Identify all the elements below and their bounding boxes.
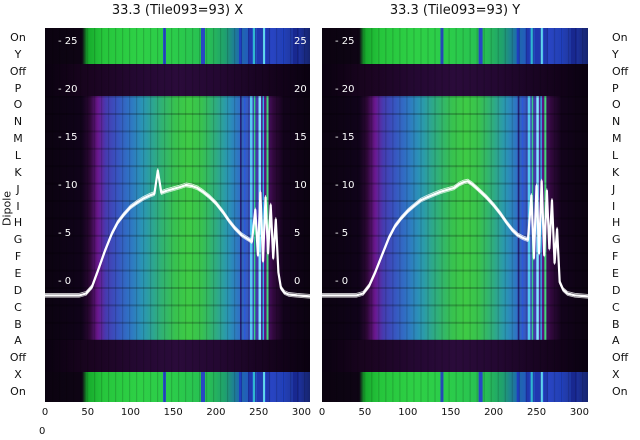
row-label-left: On: [10, 385, 26, 399]
row-label-right: A: [612, 334, 620, 348]
row-label-left: N: [13, 115, 23, 129]
row-label-right: F: [612, 250, 619, 264]
row-label-left: H: [13, 216, 23, 230]
y-tick-label-right: 25: [294, 36, 307, 47]
row-label-left: F: [14, 250, 22, 264]
row-label-left: M: [13, 132, 23, 146]
row-label-right: Off: [612, 351, 629, 365]
row-label-left: Off: [9, 351, 27, 365]
row-label-right: On: [612, 385, 628, 399]
panel-y-heatmap: [322, 28, 588, 402]
row-label-right: X: [612, 368, 620, 382]
row-label-left: Off: [9, 64, 27, 78]
row-label-left: C: [14, 300, 22, 314]
y-tick-label: - 15: [335, 132, 355, 143]
row-label-left: X: [14, 368, 22, 382]
row-label-left: D: [13, 283, 23, 297]
x-tick-label: 150: [441, 407, 461, 418]
row-label-right: G: [612, 233, 621, 247]
row-label-right: M: [612, 132, 622, 146]
y-tick-label: - 0: [335, 276, 349, 287]
row-label-right: Y: [612, 47, 619, 61]
x-tick-label: 50: [81, 407, 95, 418]
row-label-left: B: [14, 317, 22, 331]
power-trace: [45, 172, 310, 299]
y-tick-label: - 25: [335, 36, 355, 47]
row-label-right: P: [612, 81, 619, 95]
x-tick-label: 200: [484, 407, 504, 418]
y-tick-label: - 0: [58, 276, 72, 287]
y-tick-label-right: 15: [294, 132, 307, 143]
y-tick-label: - 10: [58, 180, 78, 191]
row-label-left: O: [13, 98, 23, 112]
row-label-left: Y: [14, 47, 22, 61]
x-tick-label: 300: [569, 407, 589, 418]
panel-x-heatmap: [45, 28, 310, 402]
panel-y-title: 33.3 (Tile093=93) Y: [389, 3, 521, 18]
y-tick-label: - 15: [58, 132, 78, 143]
y-tick-label-right: 20: [294, 84, 307, 95]
row-label-left: L: [14, 149, 22, 163]
row-label-right: H: [612, 216, 621, 230]
y-tick-label: - 20: [335, 84, 355, 95]
panel-x-title: 33.3 (Tile093=93) X: [111, 3, 244, 18]
x-tick-label: 150: [163, 407, 183, 418]
row-label-right: I: [612, 199, 616, 213]
row-label-left: P: [14, 81, 22, 95]
y-tick-label-right: 5: [294, 228, 301, 239]
x-tick-label: 100: [398, 407, 418, 418]
y-tick-label: - 5: [335, 228, 349, 239]
row-label-right: C: [612, 300, 620, 314]
x-tick-label: 250: [526, 407, 547, 418]
row-label-left: J: [16, 182, 20, 196]
y-tick-label: - 25: [58, 36, 78, 47]
row-label-left: G: [13, 233, 23, 247]
row-label-right: B: [612, 317, 620, 331]
row-label-left: I: [16, 199, 20, 213]
row-label-left: A: [14, 334, 22, 348]
row-label-right: On: [612, 31, 628, 44]
row-label-left: On: [10, 31, 26, 44]
row-label-left: K: [14, 165, 22, 179]
row-label-right: J: [612, 182, 616, 196]
extra-tick-zero: 0: [39, 426, 46, 437]
row-label-left: E: [14, 267, 22, 281]
x-tick-label: 50: [358, 407, 372, 418]
row-label-right: N: [612, 115, 621, 129]
row-label-right: O: [612, 98, 621, 112]
x-tick-label: 200: [206, 407, 226, 418]
y-tick-label: - 20: [58, 84, 78, 95]
row-label-right: L: [612, 149, 619, 163]
x-tick-label: 0: [41, 407, 49, 418]
y-tick-label-right: 10: [294, 180, 307, 191]
row-label-right: K: [612, 165, 620, 179]
x-tick-label: 0: [318, 407, 326, 418]
x-tick-label: 100: [120, 407, 141, 418]
row-label-right: D: [612, 283, 621, 297]
x-tick-label: 250: [249, 407, 269, 418]
row-label-right: E: [612, 267, 619, 281]
x-tick-label: 300: [291, 407, 311, 418]
row-label-right: Off: [612, 64, 629, 78]
power-trace: [322, 182, 588, 299]
y-tick-label: - 10: [335, 180, 355, 191]
y-tick-label-right: 0: [294, 276, 301, 287]
y-tick-label: - 5: [58, 228, 72, 239]
